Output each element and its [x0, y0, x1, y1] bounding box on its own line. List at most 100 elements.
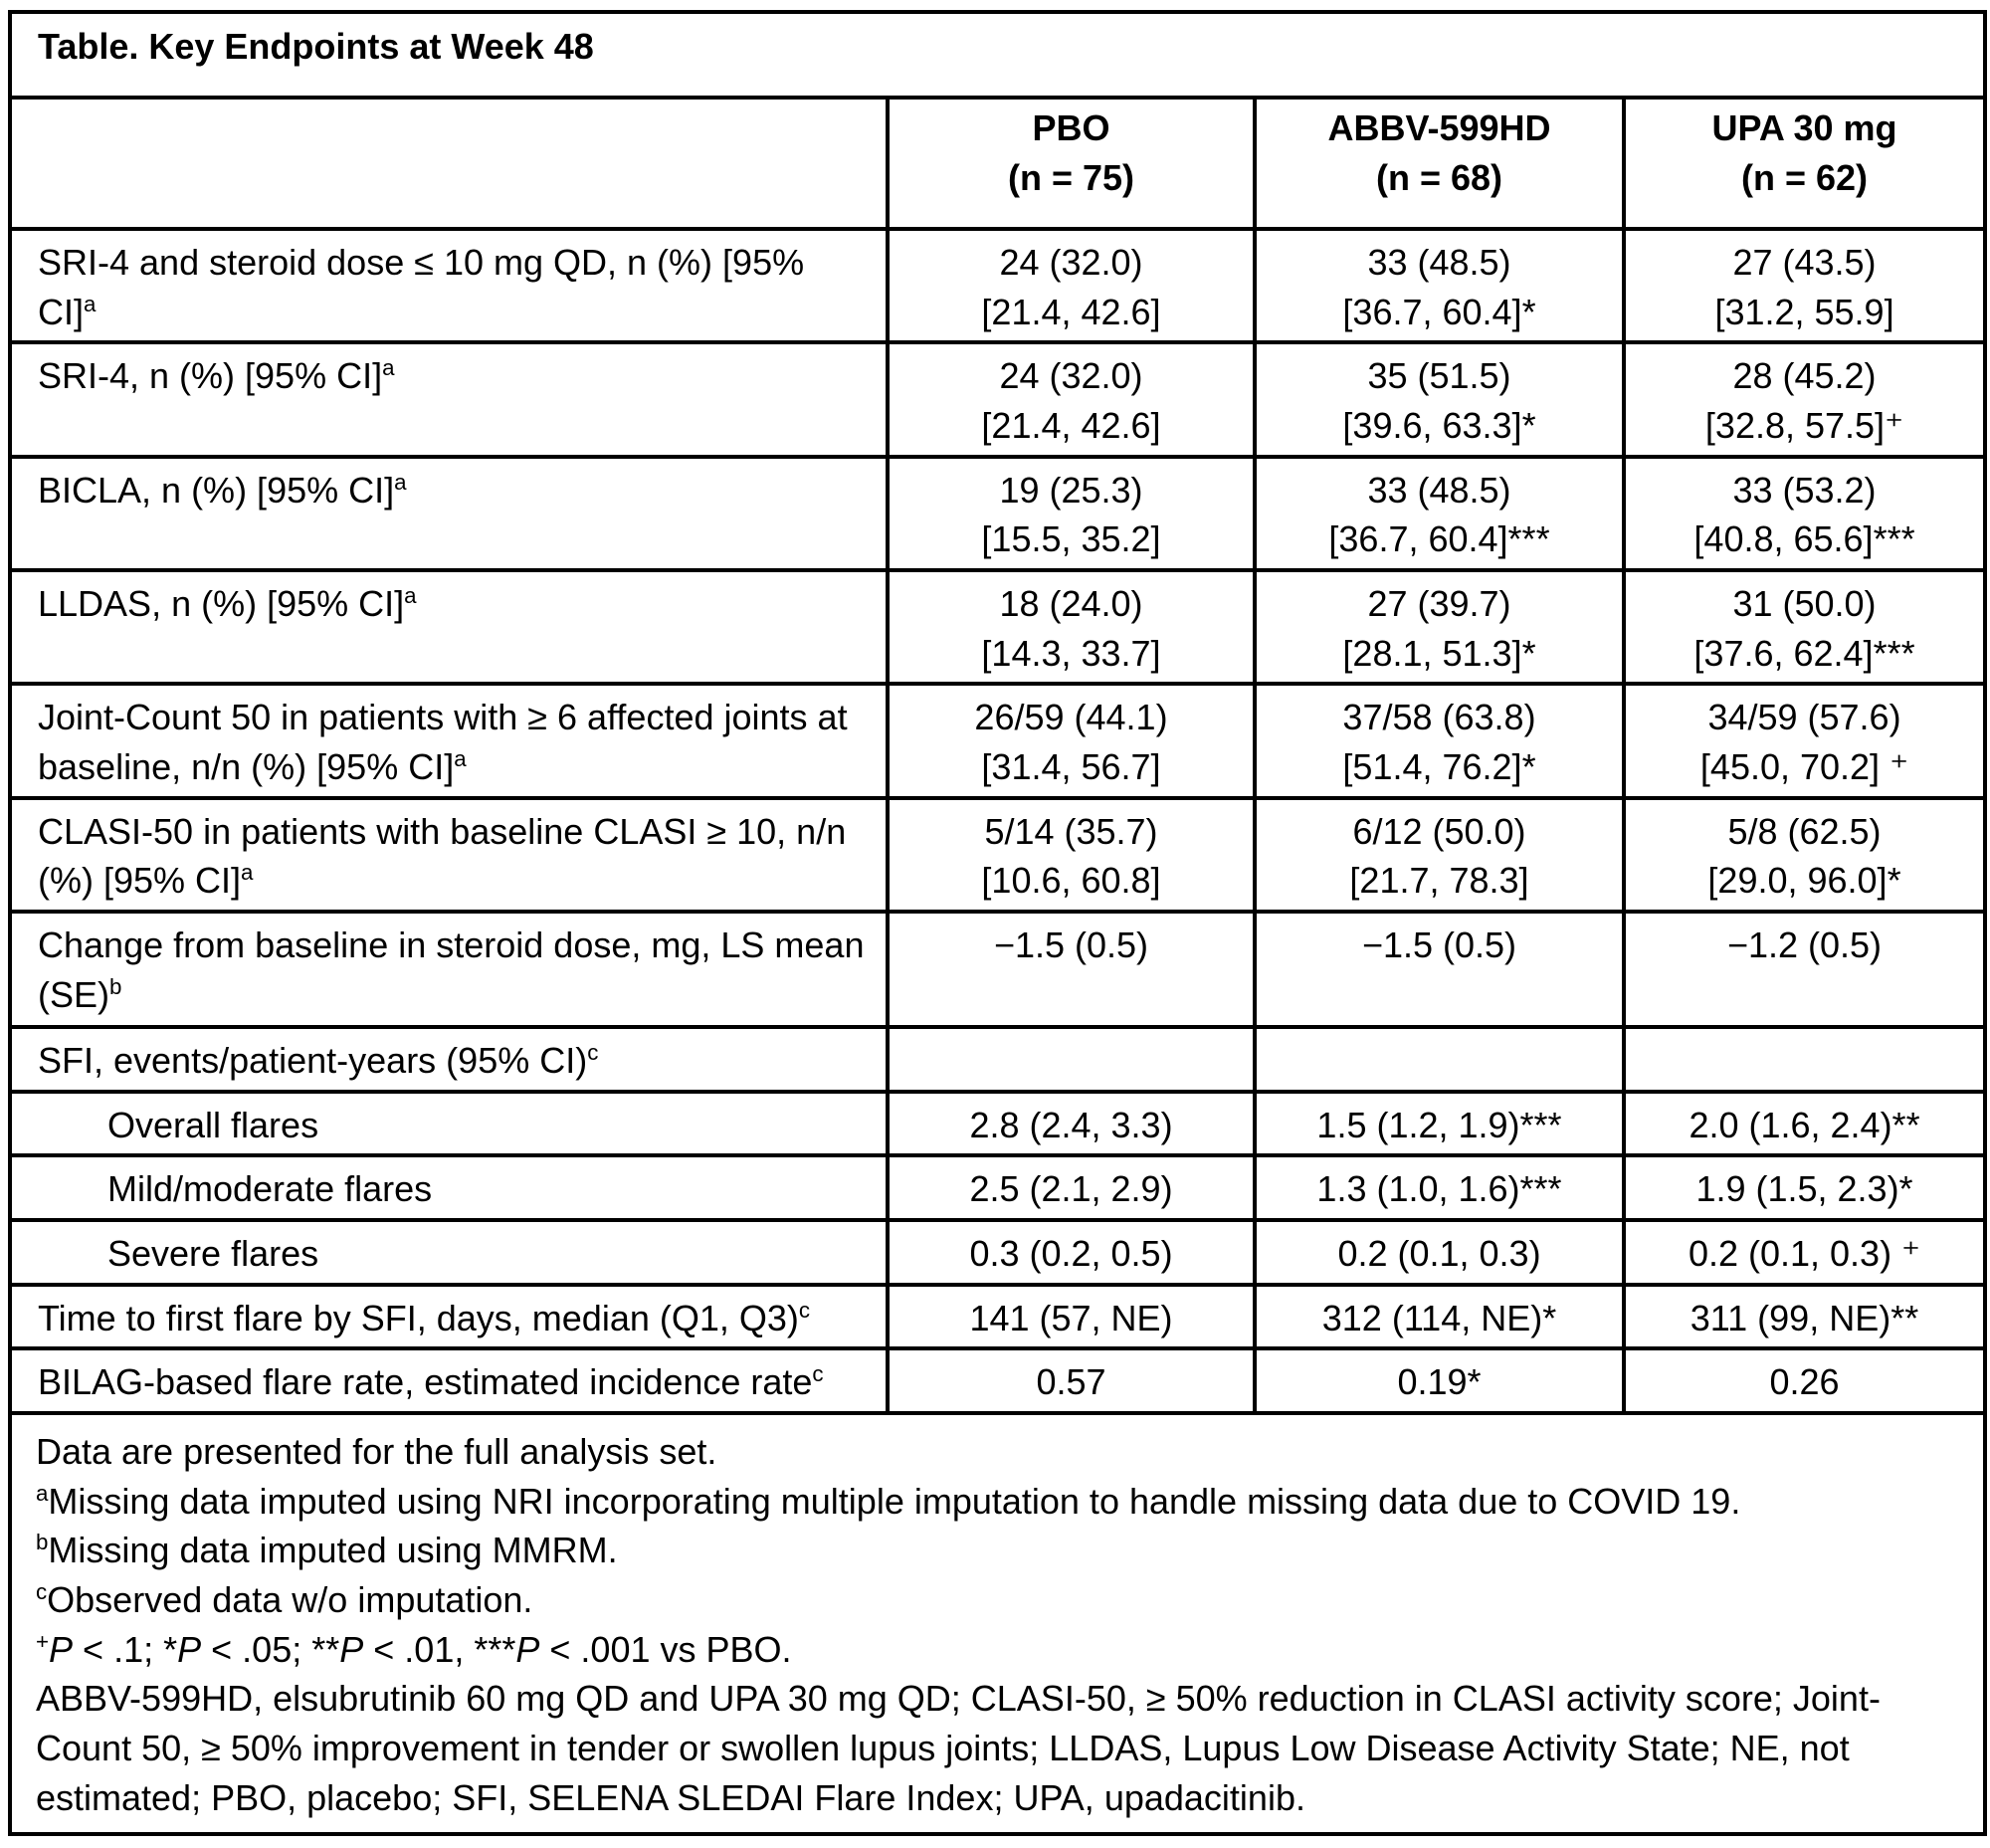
row-value: 33 (53.2) [40.8, 65.6]*** [1621, 454, 1988, 573]
value-line: [15.5, 35.2] [981, 518, 1161, 560]
row-value: 0.3 (0.2, 0.5) [886, 1218, 1257, 1287]
row-label: Joint-Count 50 in patients with ≥ 6 affe… [8, 682, 890, 800]
table-title: Table. Key Endpoints at Week 48 [7, 10, 1988, 100]
table-row: Time to first flare by SFI, days, median… [8, 1282, 1988, 1351]
row-label: BILAG-based flare rate, estimated incide… [8, 1346, 890, 1416]
row-value: 0.2 (0.1, 0.3) [1253, 1218, 1626, 1287]
value-line: 33 (48.5) [1367, 242, 1511, 283]
footnotes-block: Data are presented for the full analysis… [36, 1427, 1959, 1822]
value-line: 1.9 (1.5, 2.3)* [1695, 1168, 1913, 1210]
table-footer: Data are presented for the full analysis… [7, 1411, 1988, 1837]
value-line: [21.7, 78.3] [1349, 860, 1529, 902]
row-label: SFI, events/patient-years (95% CI)c [8, 1025, 890, 1094]
value-line: 5/14 (35.7) [984, 810, 1158, 852]
row-label-superscript: c [587, 1040, 599, 1066]
value-line: [32.8, 57.5]⁺ [1704, 405, 1904, 447]
row-label-text: BICLA, n (%) [95% CI] [38, 469, 395, 511]
footnote-cell: Data are presented for the full analysis… [7, 1411, 1988, 1837]
value-line: 26/59 (44.1) [974, 697, 1168, 738]
footnote-segment: < .05; ** [201, 1628, 340, 1670]
row-value: 37/58 (63.8) [51.4, 76.2]* [1253, 682, 1626, 800]
row-value: 26/59 (44.1) [31.4, 56.7] [886, 682, 1257, 800]
row-value: 1.9 (1.5, 2.3)* [1621, 1153, 1988, 1223]
row-label-superscript: a [84, 291, 97, 316]
row-value: 35 (51.5) [39.6, 63.3]* [1253, 340, 1626, 459]
value-line: [40.8, 65.6]*** [1693, 518, 1915, 560]
value-line: 1.3 (1.0, 1.6)*** [1316, 1168, 1562, 1210]
table-row: Mild/moderate flares 2.5 (2.1, 2.9) 1.3 (1… [8, 1153, 1988, 1223]
value-line: [31.4, 56.7] [981, 746, 1161, 788]
value-line: 19 (25.3) [999, 469, 1143, 511]
value-line: 311 (99, NE)** [1690, 1297, 1919, 1338]
footnote-segment: < .1; * [73, 1628, 178, 1670]
row-label-text: Joint-Count 50 in patients with ≥ 6 affe… [38, 697, 848, 788]
value-line: [39.6, 63.3]* [1342, 405, 1536, 447]
row-label-superscript: b [109, 973, 122, 999]
value-line: 24 (32.0) [999, 355, 1143, 397]
row-label: Overall flares [8, 1089, 890, 1158]
table-head: Table. Key Endpoints at Week 48 PBO (n =… [7, 10, 1988, 231]
column-name: PBO [1032, 107, 1110, 148]
row-label: Time to first flare by SFI, days, median… [8, 1282, 890, 1351]
row-value: −1.5 (0.5) [886, 910, 1257, 1030]
row-value: 311 (99, NE)** [1621, 1282, 1988, 1351]
footnote-segment: P [177, 1628, 202, 1670]
title-row: Table. Key Endpoints at Week 48 [7, 10, 1988, 100]
value-line: 0.19* [1397, 1361, 1482, 1403]
table-row: SRI-4, n (%) [95% CI]a 24 (32.0) [21.4, 42… [8, 340, 1988, 459]
footnote-segment: Observed data w/o imputation. [47, 1579, 533, 1621]
row-label: SRI-4 and steroid dose ≤ 10 mg QD, n (%)… [8, 226, 890, 345]
row-label-text: SRI-4 and steroid dose ≤ 10 mg QD, n (%)… [38, 242, 805, 332]
row-value: 5/8 (62.5) [29.0, 96.0]* [1621, 795, 1988, 915]
row-label-superscript: a [394, 469, 407, 495]
value-line: 0.2 (0.1, 0.3) [1337, 1233, 1541, 1275]
footnote-segment: Missing data imputed using MMRM. [48, 1530, 618, 1571]
table-body: SRI-4 and steroid dose ≤ 10 mg QD, n (%)… [8, 226, 1988, 1416]
value-line: [36.7, 60.4]* [1342, 291, 1536, 332]
value-line: 5/8 (62.5) [1727, 810, 1882, 852]
value-line: −1.5 (0.5) [1361, 924, 1517, 966]
value-line: 33 (48.5) [1367, 469, 1511, 511]
value-line: 33 (53.2) [1732, 469, 1877, 511]
column-header-empty [8, 96, 890, 231]
value-line: 27 (39.7) [1367, 583, 1511, 625]
value-line: [14.3, 33.7] [981, 632, 1161, 674]
table-row: SFI, events/patient-years (95% CI)c [8, 1025, 1988, 1094]
footnote-line: Data are presented for the full analysis… [36, 1427, 1959, 1477]
value-line: [37.6, 62.4]*** [1693, 632, 1915, 674]
table-row: Joint-Count 50 in patients with ≥ 6 affe… [8, 682, 1988, 800]
row-label: Mild/moderate flares [8, 1153, 890, 1223]
row-value: 24 (32.0) [21.4, 42.6] [886, 226, 1257, 345]
value-line: [21.4, 42.6] [981, 405, 1161, 447]
row-value: −1.2 (0.5) [1621, 910, 1988, 1030]
footnote-row: Data are presented for the full analysis… [7, 1411, 1988, 1837]
value-line: 2.5 (2.1, 2.9) [969, 1168, 1173, 1210]
value-line: [10.6, 60.8] [981, 860, 1161, 902]
value-line: [21.4, 42.6] [981, 291, 1161, 332]
row-label-superscript: a [404, 583, 417, 609]
table-row: Change from baseline in steroid dose, mg… [8, 910, 1988, 1030]
row-value: 141 (57, NE) [886, 1282, 1257, 1351]
row-label-text: LLDAS, n (%) [95% CI] [38, 583, 405, 625]
table-row: BILAG-based flare rate, estimated incide… [8, 1346, 1988, 1416]
table-row: SRI-4 and steroid dose ≤ 10 mg QD, n (%)… [8, 226, 1988, 345]
footnote-line: +P < .1; *P < .05; **P < .01, ***P < .00… [36, 1625, 1959, 1675]
row-value: 33 (48.5) [36.7, 60.4]*** [1253, 454, 1626, 573]
row-value: 1.5 (1.2, 1.9)*** [1253, 1089, 1626, 1158]
footnote-segment: < .001 vs PBO. [539, 1628, 792, 1670]
row-value [886, 1025, 1257, 1094]
row-value: 2.5 (2.1, 2.9) [886, 1153, 1257, 1223]
row-value: 6/12 (50.0) [21.7, 78.3] [1253, 795, 1626, 915]
value-line: 6/12 (50.0) [1352, 810, 1526, 852]
row-label: BICLA, n (%) [95% CI]a [8, 454, 890, 573]
table-row: Severe flares 0.3 (0.2, 0.5) 0.2 (0.1, 0.3… [8, 1218, 1988, 1287]
value-line: −1.2 (0.5) [1726, 924, 1883, 966]
row-value: 2.0 (1.6, 2.4)** [1621, 1089, 1988, 1158]
row-value: 24 (32.0) [21.4, 42.6] [886, 340, 1257, 459]
value-line: 312 (114, NE)* [1321, 1297, 1557, 1338]
row-value: 0.19* [1253, 1346, 1626, 1416]
value-line: [31.2, 55.9] [1714, 291, 1894, 332]
table-row: CLASI-50 in patients with baseline CLASI… [8, 795, 1988, 915]
value-line: [36.7, 60.4]*** [1328, 518, 1550, 560]
key-endpoints-table: Table. Key Endpoints at Week 48 PBO (n =… [7, 10, 1988, 1837]
